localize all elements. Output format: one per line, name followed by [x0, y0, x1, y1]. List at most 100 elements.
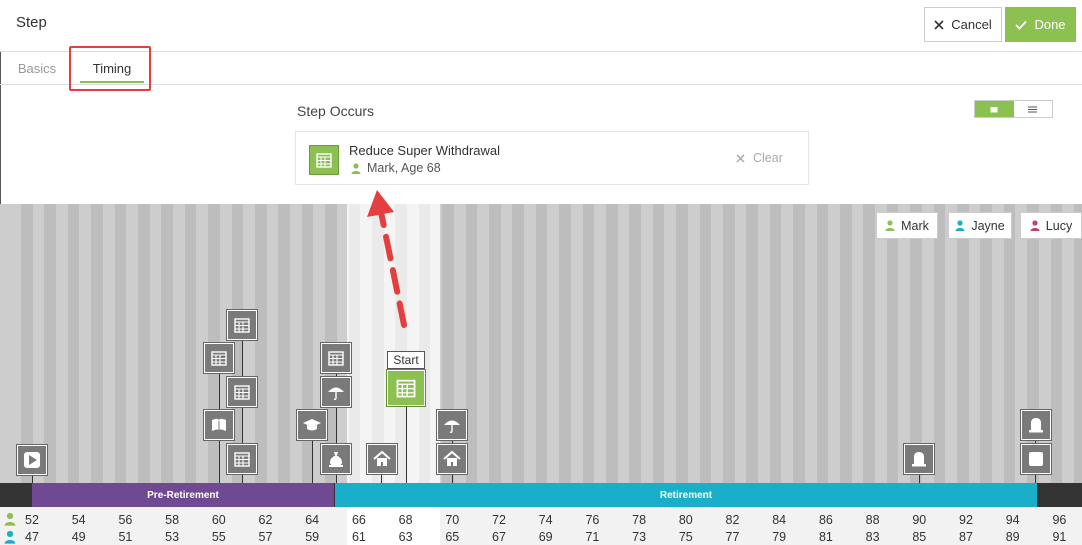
house-event-marker[interactable]	[366, 443, 398, 475]
view-toggle[interactable]	[974, 100, 1053, 118]
person-name: Jayne	[971, 218, 1005, 233]
timeline-year-column	[278, 204, 291, 483]
timeline-year-column	[372, 204, 384, 483]
timeline-year-column	[114, 204, 127, 483]
dialog-header: Step Cancel Done	[0, 0, 1082, 52]
timeline-year-column	[465, 204, 478, 483]
age-label-mark: 80	[678, 513, 693, 527]
building-event-marker[interactable]	[226, 376, 258, 408]
tab-basics[interactable]: Basics	[17, 61, 57, 76]
timeline-year-column	[418, 204, 431, 483]
headstone-event-marker[interactable]	[1020, 409, 1052, 441]
timeline-year-column	[980, 204, 993, 483]
book-icon	[212, 418, 226, 431]
money-bag-event-marker[interactable]	[320, 443, 352, 475]
timeline-year-column	[91, 204, 103, 483]
book-event-marker[interactable]	[203, 409, 235, 441]
timeline-year-column	[1050, 204, 1063, 483]
selected-building-event-marker[interactable]	[386, 369, 426, 407]
timeline-year-column	[489, 204, 501, 483]
age-label-jayne: 81	[818, 530, 833, 544]
timeline-year-column	[910, 204, 922, 483]
timeline-year-column	[44, 204, 57, 483]
done-button[interactable]: Done	[1005, 7, 1076, 42]
age-label-mark: 64	[305, 513, 320, 527]
age-label-mark: 84	[772, 513, 787, 527]
calendar-view-icon	[990, 106, 998, 112]
building-icon	[396, 379, 416, 398]
age-label-mark: 94	[1005, 513, 1020, 527]
timeline-area[interactable]	[0, 204, 1082, 483]
building-icon	[234, 318, 250, 333]
age-label-jayne: 65	[445, 530, 460, 544]
age-label-jayne: 85	[912, 530, 927, 544]
start-event-marker[interactable]	[16, 444, 48, 476]
age-label-jayne: 75	[678, 530, 693, 544]
start-label: Start	[387, 351, 425, 369]
person-filter-mark[interactable]: Mark	[876, 212, 938, 239]
age-label-mark: 76	[585, 513, 600, 527]
age-label-jayne: 71	[585, 530, 600, 544]
age-label-jayne: 69	[538, 530, 553, 544]
cancel-label: Cancel	[951, 17, 992, 32]
building-event-marker[interactable]	[226, 309, 258, 341]
house-event-marker[interactable]	[436, 443, 468, 475]
timeline-year-column	[67, 204, 80, 483]
building-icon	[211, 351, 227, 366]
phase-retirement[interactable]: Retirement	[335, 483, 1037, 507]
umbrella-event-marker[interactable]	[436, 409, 468, 441]
clear-button[interactable]: Clear	[736, 151, 783, 165]
timeline-year-column	[957, 204, 969, 483]
building-event-marker[interactable]	[203, 342, 235, 374]
house-icon	[373, 450, 391, 466]
person-filter-jayne[interactable]: Jayne	[948, 212, 1012, 239]
event-stem	[336, 373, 337, 483]
timeline-year-column	[138, 204, 150, 483]
timeline-year-column	[255, 204, 267, 483]
timeline-year-column	[606, 204, 618, 483]
building-icon	[328, 351, 344, 366]
age-label-jayne: 73	[632, 530, 647, 544]
age-label-jayne: 57	[258, 530, 273, 544]
age-label-mark: 70	[445, 513, 460, 527]
person-icon	[4, 512, 16, 526]
event-stem	[312, 440, 313, 483]
age-label-jayne: 49	[71, 530, 86, 544]
phase-bar: Pre-Retirement Retirement	[0, 483, 1082, 507]
age-label-mark: 92	[959, 513, 973, 527]
age-label-mark: 74	[538, 513, 553, 527]
list-view-button[interactable]	[1013, 101, 1052, 117]
building-event-marker[interactable]	[320, 342, 352, 374]
timeline-year-column	[886, 204, 899, 483]
age-label-jayne: 61	[351, 530, 366, 544]
timeline-view-button[interactable]	[975, 101, 1014, 117]
phase-pre-retirement[interactable]: Pre-Retirement	[32, 483, 334, 507]
person-filter-lucy[interactable]: Lucy	[1020, 212, 1082, 239]
headstone-event-marker[interactable]	[903, 443, 935, 475]
age-label-jayne: 51	[118, 530, 133, 544]
tab-timing[interactable]: Timing	[76, 52, 148, 85]
done-label: Done	[1034, 17, 1066, 32]
timeline-year-column	[21, 204, 33, 483]
timeline-year-column	[442, 204, 454, 483]
person-icon	[1030, 220, 1040, 231]
age-label-mark: 58	[165, 513, 180, 527]
age-label-jayne: 59	[305, 530, 320, 544]
building-event-marker[interactable]	[226, 443, 258, 475]
timeline-year-column	[395, 204, 408, 483]
timeline-year-column	[863, 204, 876, 483]
age-label-jayne: 87	[959, 530, 973, 544]
age-label-jayne: 83	[865, 530, 880, 544]
age-label-mark: 60	[211, 513, 226, 527]
timeline-year-column	[231, 204, 244, 483]
age-label-jayne: 77	[725, 530, 740, 544]
graduation-event-marker[interactable]	[296, 409, 328, 441]
umbrella-event-marker[interactable]	[320, 376, 352, 408]
age-label-jayne: 53	[165, 530, 180, 544]
graduation-cap-icon	[303, 419, 321, 431]
end-event-marker[interactable]	[1020, 443, 1052, 475]
age-label-mark: 54	[71, 513, 86, 527]
timeline-year-column	[793, 204, 805, 483]
cancel-button[interactable]: Cancel	[924, 7, 1002, 42]
umbrella-icon	[328, 387, 344, 401]
